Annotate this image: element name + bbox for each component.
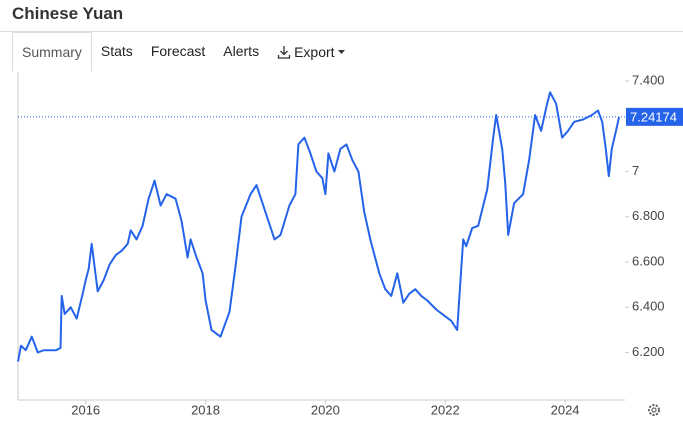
download-icon <box>277 46 291 59</box>
x-tick-label: 2018 <box>191 402 220 417</box>
y-tick-label: 6.600 <box>632 253 665 268</box>
last-value-badge <box>626 107 683 126</box>
last-value-label: 7.24174 <box>630 109 677 124</box>
tabs: Summary Stats Forecast Alerts Export <box>12 32 355 72</box>
x-tick-label: 2020 <box>311 402 340 417</box>
tab[interactable]: Summary <box>12 32 92 72</box>
y-tick-label: 7 <box>632 163 639 178</box>
x-tick-label: 2016 <box>71 402 100 417</box>
tab[interactable]: Forecast <box>150 43 206 59</box>
settings-icon <box>648 404 660 416</box>
x-tick-label: 2022 <box>431 402 460 417</box>
tab[interactable]: Stats <box>100 43 133 59</box>
tab[interactable]: Alerts <box>223 43 260 59</box>
divider <box>0 31 683 32</box>
y-tick-label: 7.400 <box>632 72 665 87</box>
tab-label: Export <box>294 44 335 60</box>
caret <box>337 50 345 54</box>
y-tick-label: 6.200 <box>632 344 665 359</box>
y-tick-label: 6.800 <box>632 208 665 223</box>
tab-export[interactable]: Export <box>268 32 354 72</box>
x-tick-label: 2024 <box>551 402 580 417</box>
price-line <box>17 91 620 362</box>
page-title: Chinese Yuan <box>12 4 124 23</box>
y-tick-label: 6.400 <box>632 299 665 314</box>
